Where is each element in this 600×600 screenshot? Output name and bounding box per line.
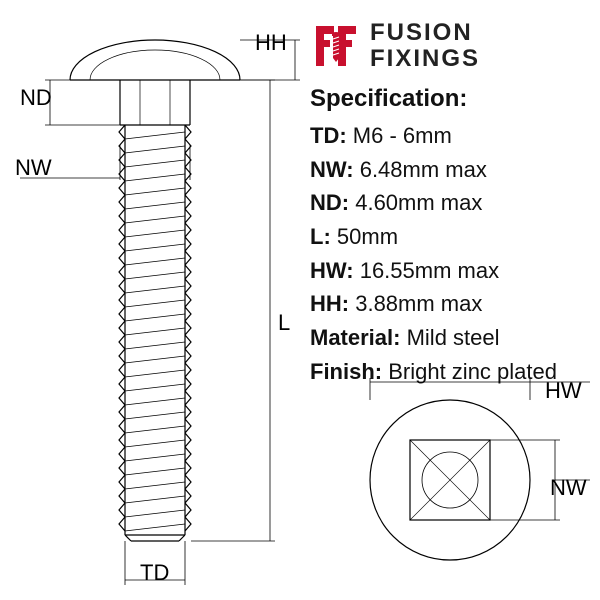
spec-row: HW: 16.55mm max — [310, 256, 590, 286]
label-td: TD — [140, 560, 169, 586]
spec-key: NW: — [310, 157, 360, 182]
spec-key: L: — [310, 224, 337, 249]
spec-row: NW: 6.48mm max — [310, 155, 590, 185]
spec-value: 4.60mm max — [355, 190, 482, 215]
brand-block: FUSION FIXINGS — [310, 20, 480, 72]
brand-text: FUSION FIXINGS — [370, 21, 480, 71]
spec-title: Specification: — [310, 85, 590, 113]
spec-key: HW: — [310, 258, 360, 283]
spec-value: Mild steel — [407, 325, 500, 350]
label-hh: HH — [255, 30, 287, 56]
spec-key: HH: — [310, 291, 355, 316]
label-hw: HW — [545, 378, 582, 404]
specification-block: Specification: TD: M6 - 6mm NW: 6.48mm ma… — [310, 85, 590, 391]
spec-row: TD: M6 - 6mm — [310, 121, 590, 151]
brand-line1: FUSION — [370, 21, 480, 45]
spec-key: TD: — [310, 123, 353, 148]
spec-value: 16.55mm max — [360, 258, 499, 283]
spec-row: L: 50mm — [310, 222, 590, 252]
spec-key: ND: — [310, 190, 355, 215]
label-l: L — [278, 310, 290, 336]
label-nw-top: NW — [550, 475, 587, 501]
spec-value: 6.48mm max — [360, 157, 487, 182]
brand-logo-icon — [310, 20, 362, 72]
spec-value: 50mm — [337, 224, 398, 249]
brand-line2: FIXINGS — [370, 47, 480, 71]
spec-row: Material: Mild steel — [310, 323, 590, 353]
spec-row: ND: 4.60mm max — [310, 188, 590, 218]
spec-key: Material: — [310, 325, 407, 350]
spec-row: HH: 3.88mm max — [310, 289, 590, 319]
spec-sheet-canvas: FUSION FIXINGS Specification: TD: M6 - 6… — [0, 0, 600, 600]
spec-value: M6 - 6mm — [353, 123, 452, 148]
spec-value: 3.88mm max — [355, 291, 482, 316]
label-nd: ND — [20, 85, 52, 111]
label-nw: NW — [15, 155, 52, 181]
